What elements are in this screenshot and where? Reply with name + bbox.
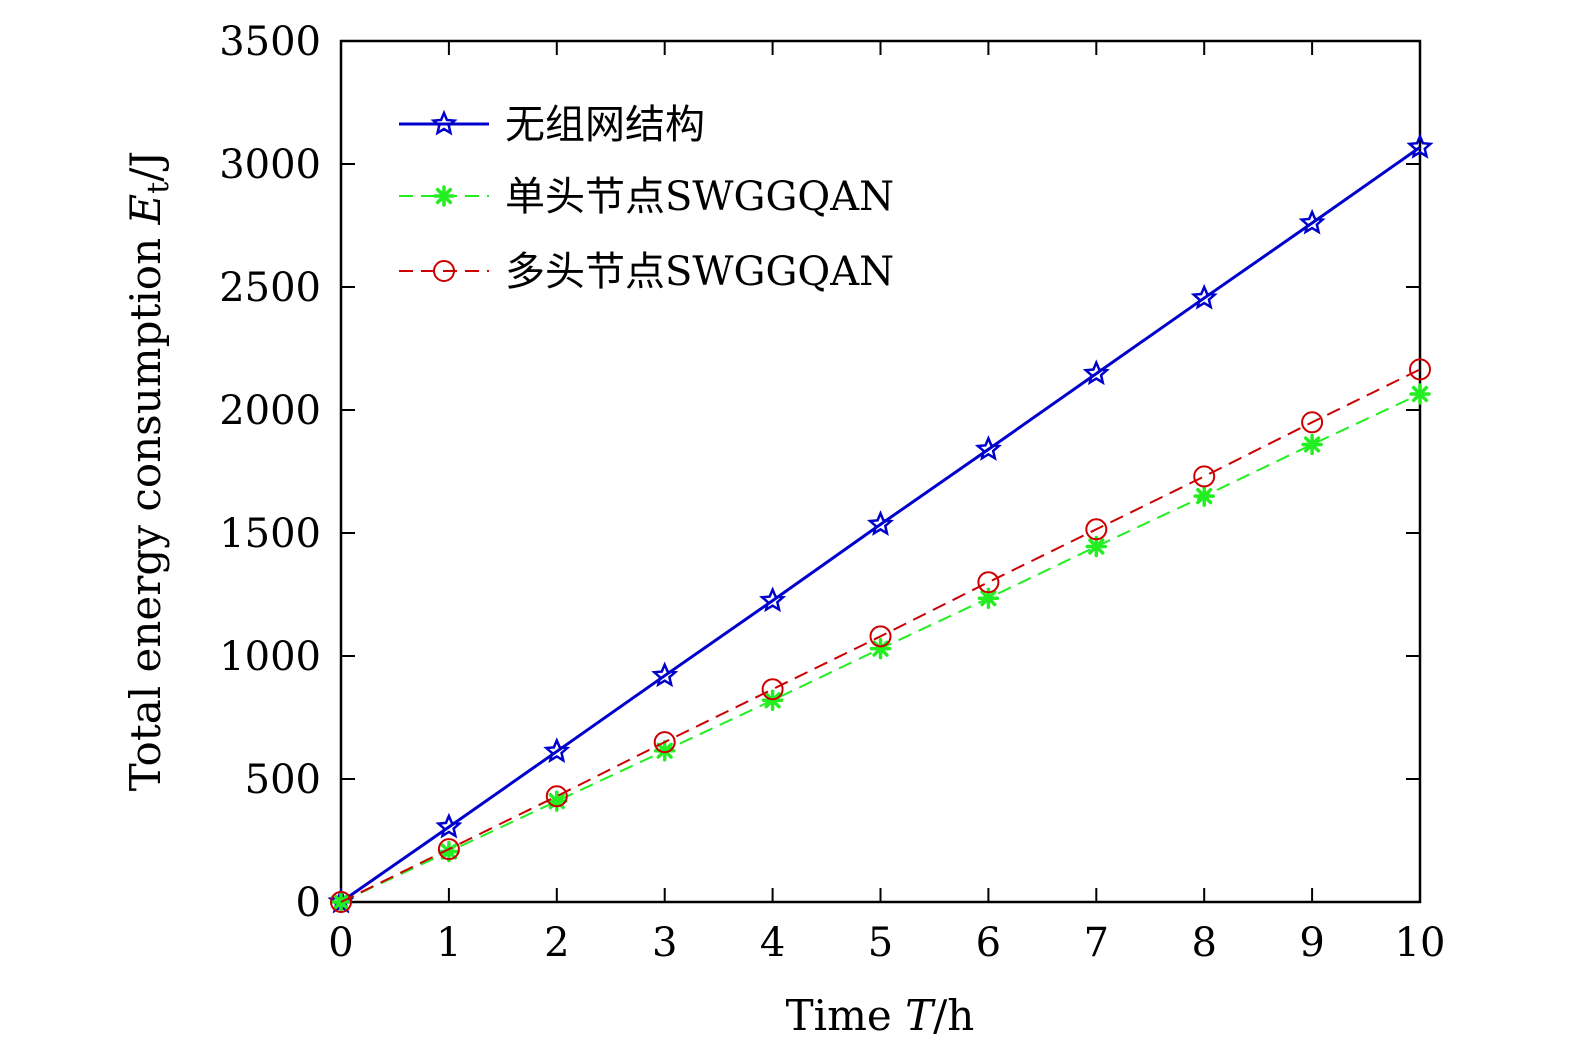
data-point xyxy=(1082,359,1110,386)
data-point xyxy=(1298,208,1326,235)
y-axis-label: Total energy consumption Et/J xyxy=(121,151,176,791)
data-point xyxy=(651,661,679,688)
data-point xyxy=(545,785,568,808)
data-point xyxy=(437,838,460,861)
legend-marker xyxy=(430,109,458,136)
data-point xyxy=(869,637,892,660)
x-axis-label: Time T/h xyxy=(786,991,975,1040)
x-tick-label: 6 xyxy=(976,920,1001,966)
y-axis-label-symbol: E xyxy=(121,194,170,226)
legend-label: 多头节点SWGGQAN xyxy=(505,249,894,295)
data-point xyxy=(1190,283,1218,310)
data-point xyxy=(761,689,784,712)
y-tick-label: 2500 xyxy=(219,265,321,311)
data-point xyxy=(435,812,463,839)
legend-marker xyxy=(433,260,455,282)
x-tick-label: 2 xyxy=(544,920,569,966)
data-point xyxy=(974,435,1002,461)
y-tick-label: 3000 xyxy=(219,142,321,188)
y-tick-label: 1500 xyxy=(219,511,321,557)
x-axis-label-text: Time xyxy=(786,991,905,1040)
x-axis-label-symbol: T xyxy=(905,991,936,1040)
data-point xyxy=(866,510,895,536)
data-point xyxy=(1085,535,1108,558)
data-point xyxy=(546,790,568,812)
y-tick-label: 0 xyxy=(296,880,321,926)
y-axis-label-subscript: t xyxy=(141,182,176,194)
y-axis-label-unit: /J xyxy=(121,151,170,182)
y-tick-label: 500 xyxy=(245,757,321,803)
y-axis-ticks: 0 500 1000 1500 2000 2500 3000 3500 xyxy=(219,19,1420,926)
data-point xyxy=(1301,433,1323,456)
data-point xyxy=(653,731,676,754)
data-point xyxy=(1085,518,1108,541)
series-2 xyxy=(330,358,1431,913)
x-tick-label: 3 xyxy=(652,920,677,966)
y-tick-label: 3500 xyxy=(219,19,321,65)
data-point xyxy=(1406,133,1434,159)
series-layer xyxy=(327,133,1434,914)
x-tick-label: 8 xyxy=(1191,920,1216,966)
y-tick-label: 1000 xyxy=(219,634,321,680)
data-point xyxy=(761,678,784,701)
x-axis-label-unit: /h xyxy=(933,991,974,1040)
x-tick-label: 7 xyxy=(1084,920,1109,966)
series-line xyxy=(340,368,1421,903)
y-axis-label-text: Total energy consumption xyxy=(121,225,170,792)
data-point xyxy=(330,891,352,913)
legend-label: 单头节点SWGGQAN xyxy=(505,174,894,220)
x-tick-label: 9 xyxy=(1299,920,1324,966)
x-tick-label: 0 xyxy=(328,920,353,966)
x-tick-label: 4 xyxy=(760,920,785,966)
legend-label: 无组网结构 xyxy=(505,102,705,148)
x-tick-label: 10 xyxy=(1395,920,1446,966)
series-1 xyxy=(330,383,1431,913)
data-point xyxy=(1193,465,1216,488)
data-point xyxy=(1193,485,1215,507)
legend-marker xyxy=(433,185,455,207)
data-point xyxy=(543,737,571,763)
data-point xyxy=(1301,411,1324,434)
x-axis-ticks: 0 1 2 3 4 5 6 7 8 9 10 xyxy=(328,41,1445,966)
data-point xyxy=(1409,383,1431,405)
data-point xyxy=(977,571,1000,594)
series-line xyxy=(340,146,1421,904)
data-point xyxy=(1409,358,1431,381)
y-tick-label: 2000 xyxy=(219,388,321,434)
data-point xyxy=(977,587,1000,609)
data-point xyxy=(869,625,892,648)
x-tick-label: 1 xyxy=(436,920,461,966)
x-tick-label: 5 xyxy=(868,920,893,966)
plot-frame xyxy=(339,39,1422,904)
data-point xyxy=(759,586,787,613)
